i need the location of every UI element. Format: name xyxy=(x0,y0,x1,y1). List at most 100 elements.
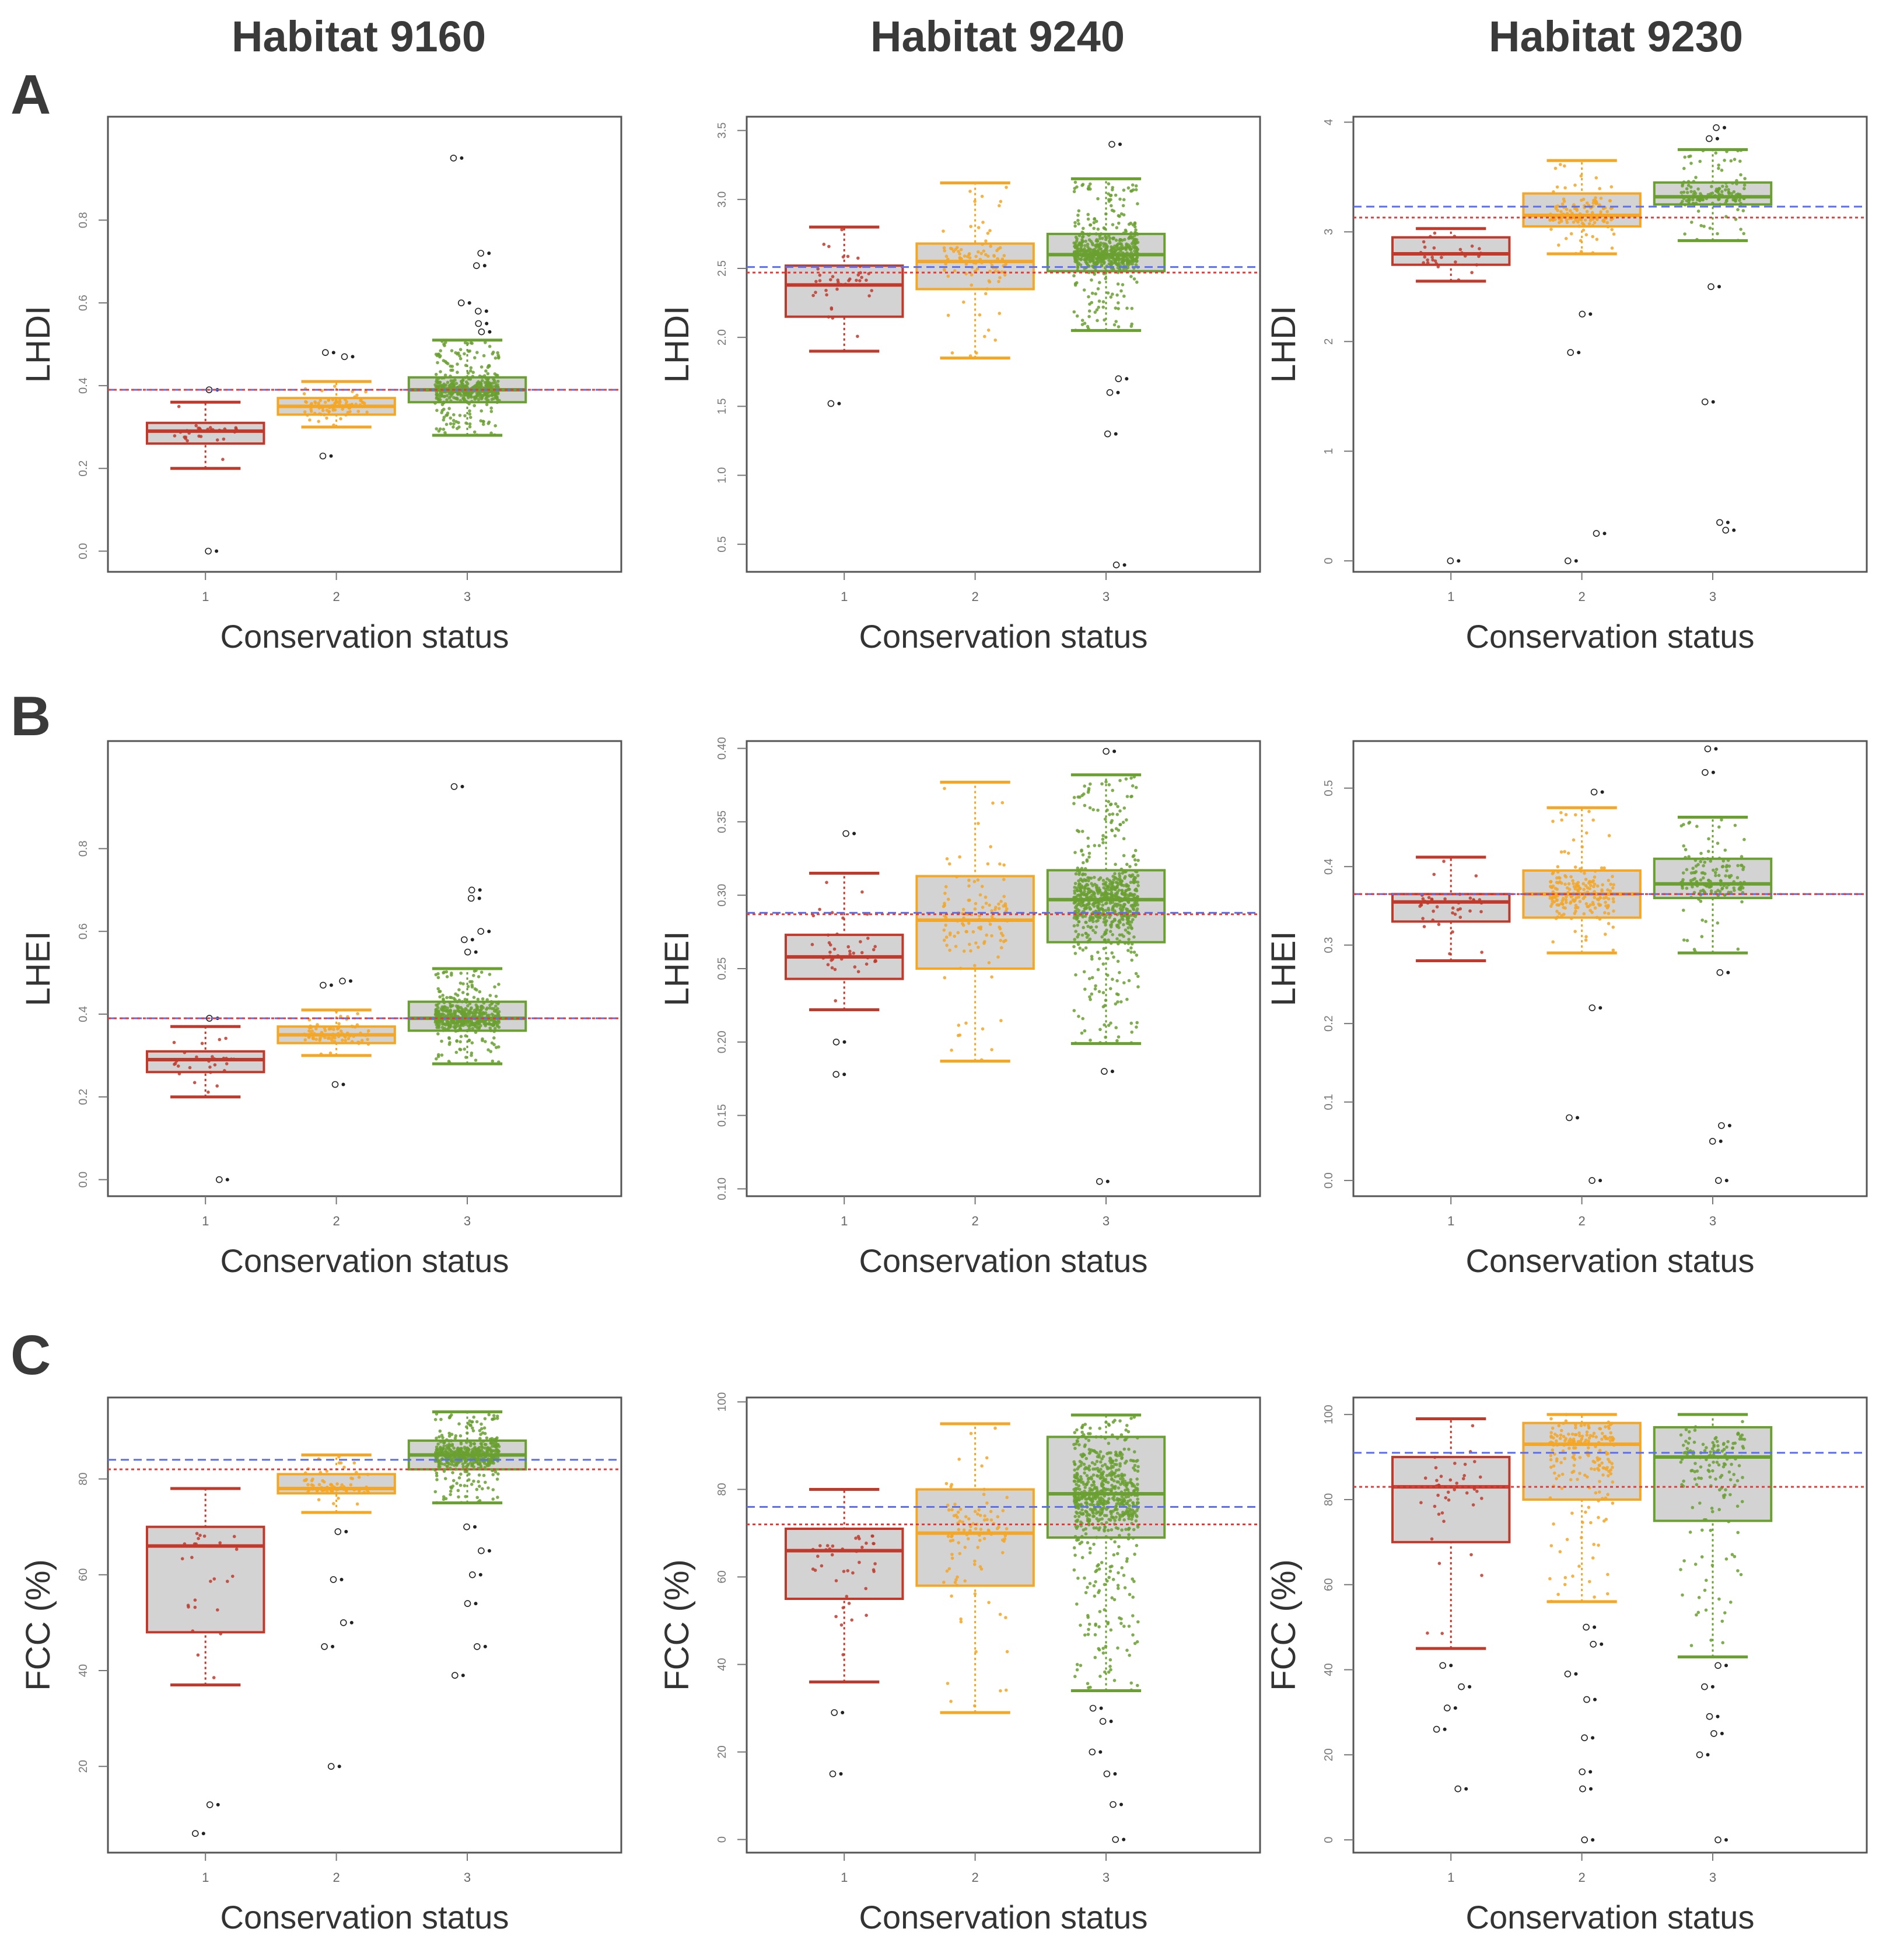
box-iqr xyxy=(915,242,1035,291)
data-point xyxy=(463,352,466,356)
outlier-point xyxy=(478,328,485,336)
data-point xyxy=(1090,992,1094,996)
data-point xyxy=(1126,1495,1131,1498)
data-point xyxy=(470,980,474,984)
outlier-point xyxy=(474,950,478,954)
data-point xyxy=(1689,185,1693,189)
data-point xyxy=(448,1466,452,1470)
data-point xyxy=(435,1471,439,1475)
data-point xyxy=(1130,322,1133,326)
data-point xyxy=(989,1518,993,1522)
data-point xyxy=(1129,221,1133,225)
data-point xyxy=(197,426,200,430)
data-point xyxy=(970,273,974,277)
data-point xyxy=(1080,235,1084,239)
data-point xyxy=(1470,271,1474,274)
data-point xyxy=(989,244,992,248)
data-point xyxy=(1726,858,1730,862)
data-point xyxy=(1593,896,1597,899)
outlier-point xyxy=(1588,312,1593,316)
data-point xyxy=(1117,888,1121,892)
data-point xyxy=(449,416,452,420)
data-point xyxy=(872,1542,876,1546)
data-point xyxy=(346,411,350,414)
outlier-point xyxy=(331,351,335,355)
data-point xyxy=(1583,218,1587,222)
data-point xyxy=(449,1493,452,1497)
data-point xyxy=(1136,884,1140,888)
outlier-point xyxy=(1565,557,1572,565)
data-point xyxy=(316,1023,319,1026)
data-point xyxy=(1111,236,1115,240)
data-point xyxy=(332,1502,335,1505)
data-point xyxy=(468,1456,472,1459)
data-point xyxy=(1096,906,1100,910)
data-point xyxy=(998,1612,1002,1616)
data-point xyxy=(839,1623,844,1627)
data-point xyxy=(455,1024,459,1028)
data-point xyxy=(493,372,497,376)
data-point xyxy=(1727,188,1730,191)
data-point xyxy=(458,354,461,358)
outlier-point xyxy=(1732,528,1736,532)
data-point xyxy=(485,403,489,407)
data-point xyxy=(1733,158,1737,162)
data-point xyxy=(353,395,356,399)
data-point xyxy=(952,249,956,253)
data-point xyxy=(1087,902,1091,906)
data-point xyxy=(334,1009,338,1013)
data-point xyxy=(820,1564,824,1568)
data-point xyxy=(488,994,492,997)
data-point xyxy=(1081,231,1085,235)
data-point xyxy=(318,412,321,416)
data-point xyxy=(1103,266,1107,270)
data-point xyxy=(1136,974,1140,979)
data-point xyxy=(1093,1462,1097,1466)
data-point xyxy=(1578,886,1581,890)
data-point xyxy=(1734,218,1738,221)
y-tick-label: 0.8 xyxy=(77,840,90,857)
data-point xyxy=(473,1447,476,1451)
data-point xyxy=(1081,1016,1084,1021)
data-point xyxy=(1072,274,1076,278)
data-point xyxy=(816,1554,820,1558)
data-point xyxy=(811,1567,815,1571)
data-point xyxy=(180,1557,184,1561)
data-point xyxy=(478,1019,482,1023)
data-point xyxy=(1093,931,1097,934)
data-point xyxy=(985,933,988,937)
data-point xyxy=(329,1483,333,1487)
data-point xyxy=(950,1594,953,1598)
data-point xyxy=(450,1462,454,1466)
data-point xyxy=(1608,889,1612,893)
data-point xyxy=(475,1496,479,1500)
data-point xyxy=(468,422,472,426)
outlier-point xyxy=(1103,747,1110,755)
data-point xyxy=(964,930,968,934)
data-point xyxy=(964,1021,968,1025)
data-point xyxy=(942,229,945,233)
data-point xyxy=(482,1001,486,1005)
outlier-point xyxy=(1104,430,1111,438)
data-point xyxy=(835,287,839,291)
data-point xyxy=(1125,1435,1129,1439)
data-point xyxy=(1717,857,1721,860)
data-point xyxy=(1599,197,1603,200)
y-tick-label: 0.2 xyxy=(77,460,90,477)
data-point xyxy=(1725,886,1728,889)
data-point xyxy=(330,1038,334,1042)
data-point xyxy=(1073,1675,1077,1678)
box-group xyxy=(784,225,904,407)
data-point xyxy=(1104,237,1108,242)
data-point xyxy=(1084,946,1088,950)
data-point xyxy=(341,407,344,411)
data-point xyxy=(326,1489,329,1493)
data-point xyxy=(826,963,830,966)
outlier-point xyxy=(1118,142,1122,146)
data-point xyxy=(1694,870,1698,874)
data-point xyxy=(461,991,465,994)
data-point xyxy=(1117,925,1121,930)
data-point xyxy=(472,974,475,977)
data-point xyxy=(1134,785,1138,789)
data-point xyxy=(1114,802,1118,806)
